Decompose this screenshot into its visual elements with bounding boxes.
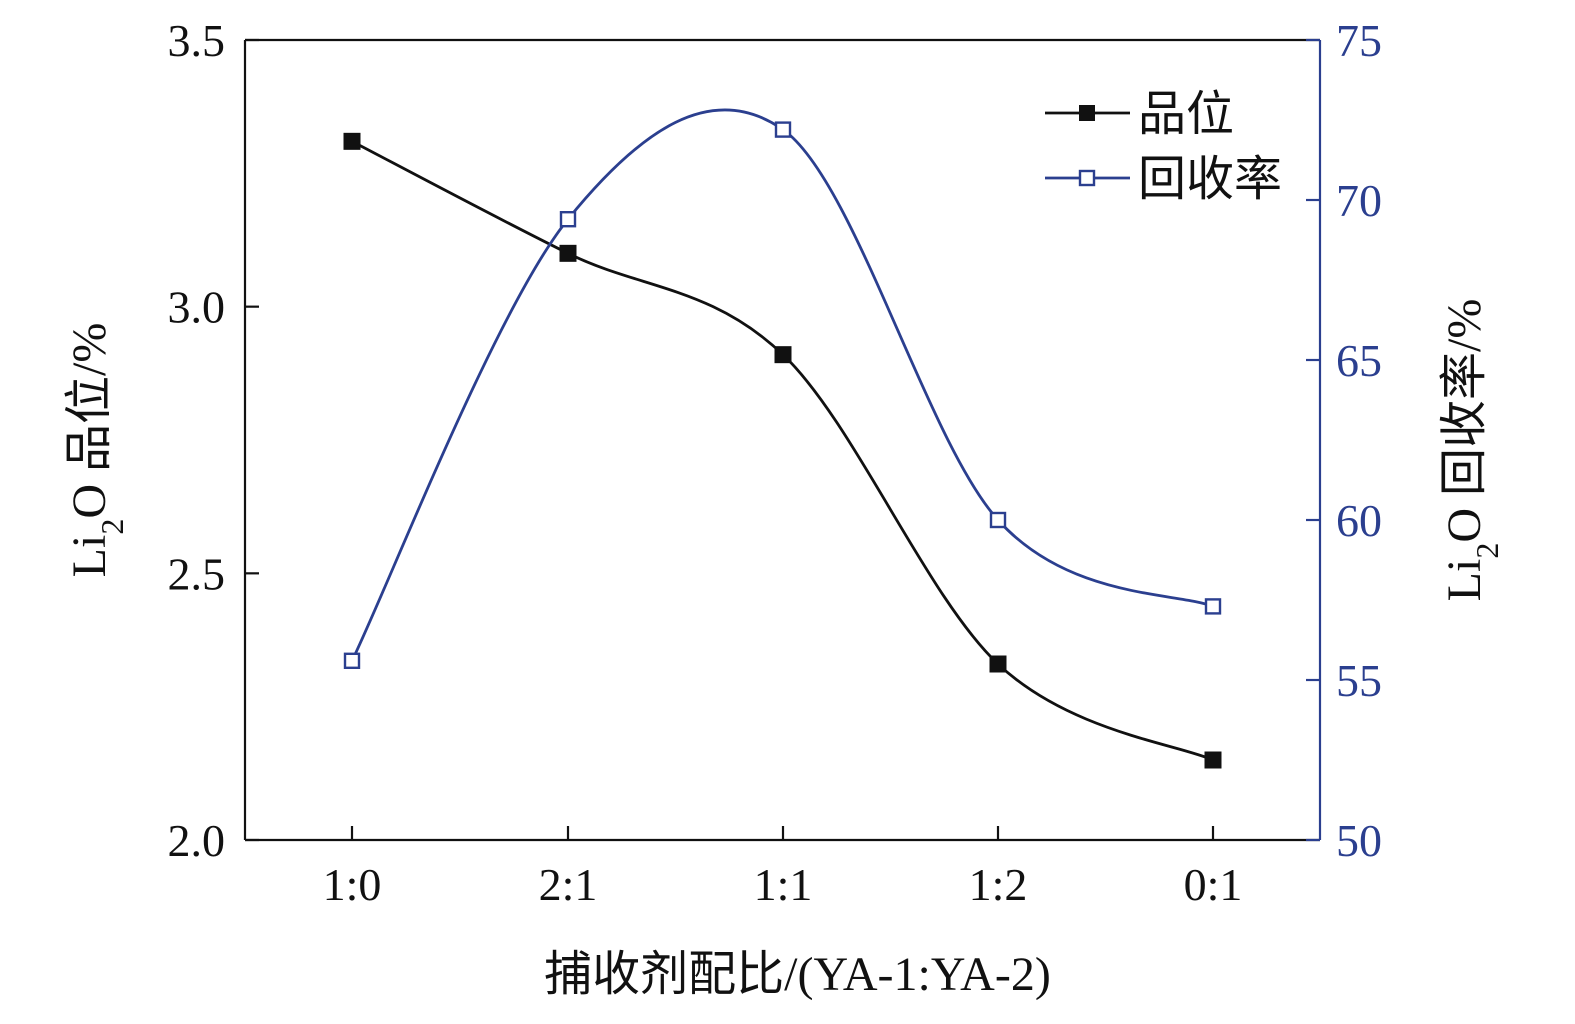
x-tick-label: 1:2 <box>969 859 1028 910</box>
left-y-tick-label: 2.0 <box>168 815 226 866</box>
left-y-axis: 2.0 2.5 3.0 3.5 <box>168 15 259 866</box>
x-tick-label: 2:1 <box>539 859 598 910</box>
series-1-point <box>559 244 577 262</box>
series-2-point <box>343 652 361 669</box>
plot-frame <box>243 38 1322 842</box>
series-1-point <box>989 655 1007 673</box>
x-tick-label: 1:0 <box>323 859 382 910</box>
legend-label-2: 回收率 <box>1138 153 1282 206</box>
right-y-tick-label: 75 <box>1336 15 1382 66</box>
right-y-tick-label: 60 <box>1336 495 1382 546</box>
series-2-point <box>559 210 577 228</box>
right-y-tick-label: 55 <box>1336 655 1382 706</box>
series-1-point <box>774 346 792 364</box>
left-y-tick-label: 3.5 <box>168 15 226 66</box>
right-y-axis-title: Li2O 回收率/% <box>1438 299 1505 602</box>
left-y-title-subscript: 2 <box>94 519 130 535</box>
series-2-point <box>774 121 792 138</box>
series-layer <box>343 108 1222 769</box>
legend-marker-2 <box>1078 169 1096 187</box>
right-y-title-suffix: O 回收率/% <box>1438 299 1491 543</box>
series-2-point <box>989 511 1007 529</box>
series-1-point <box>1204 751 1222 769</box>
series-1-point <box>343 132 361 150</box>
left-y-tick-label: 2.5 <box>168 548 226 599</box>
left-y-axis-title: Li2O 品位/% <box>63 323 130 578</box>
x-tick-label: 0:1 <box>1184 859 1243 910</box>
x-axis-title: 捕收剂配比/(YA-1:YA-2) <box>544 948 1051 1001</box>
left-y-title-prefix: Li <box>63 535 116 578</box>
legend-label-1: 品位 <box>1138 88 1234 141</box>
x-tick-label: 1:1 <box>754 859 813 910</box>
right-y-title-subscript: 2 <box>1469 543 1505 559</box>
series-line-2 <box>350 108 1214 662</box>
right-y-tick-label: 65 <box>1336 335 1382 386</box>
right-y-axis: 50 55 60 65 70 75 <box>1306 15 1382 866</box>
x-axis: 1:0 2:1 1:1 1:2 0:1 <box>323 826 1243 910</box>
right-y-tick-label: 70 <box>1336 175 1382 226</box>
right-y-title-prefix: Li <box>1438 559 1491 602</box>
series-line-1 <box>351 140 1214 762</box>
right-y-tick-label: 50 <box>1336 815 1382 866</box>
legend-marker-1 <box>1079 105 1095 121</box>
left-y-tick-label: 3.0 <box>168 282 226 333</box>
series-2-point <box>1204 598 1222 615</box>
left-y-title-suffix: O 品位/% <box>63 323 116 519</box>
